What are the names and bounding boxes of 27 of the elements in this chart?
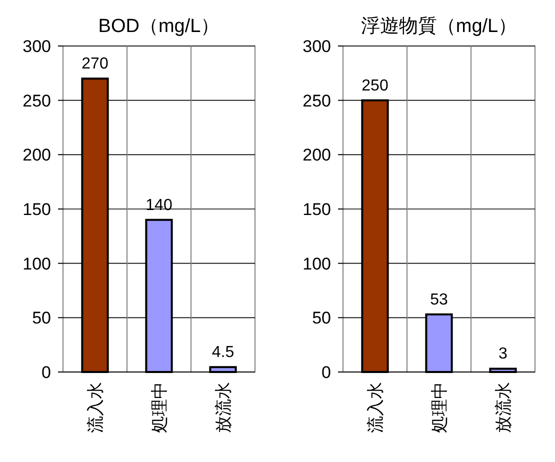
- x-tick-label: 流入水: [366, 382, 385, 433]
- y-tick-label: 0: [42, 362, 51, 382]
- y-tick-label: 100: [22, 254, 51, 274]
- y-tick-label: 50: [32, 308, 51, 328]
- data-label: 270: [82, 56, 108, 73]
- y-tick-label: 0: [322, 362, 331, 382]
- x-tick-label: 流入水: [86, 382, 105, 433]
- y-tick-label: 300: [22, 36, 51, 56]
- y-tick-label: 250: [22, 91, 51, 110]
- chart-title: BOD（mg/L）: [98, 16, 220, 37]
- y-tick-label: 100: [302, 254, 331, 274]
- chart-title: 浮遊物質（mg/L）: [360, 16, 518, 37]
- x-tick-label: 放流水: [214, 382, 233, 433]
- data-label: 53: [430, 291, 448, 308]
- x-tick-label: 処理中: [150, 382, 169, 433]
- y-tick-label: 250: [302, 91, 331, 110]
- y-tick-label: 150: [302, 200, 331, 219]
- y-tick-label: 50: [312, 308, 331, 328]
- x-tick-label: 処理中: [430, 382, 449, 433]
- data-label: 4.5: [212, 344, 234, 362]
- y-tick-label: 150: [22, 200, 51, 219]
- data-label: 3: [498, 346, 508, 363]
- y-tick-label: 200: [22, 146, 51, 165]
- y-tick-label: 200: [302, 146, 331, 165]
- data-label: 250: [362, 77, 388, 94]
- x-tick-label: 放流水: [494, 382, 513, 433]
- y-tick-label: 300: [302, 36, 331, 56]
